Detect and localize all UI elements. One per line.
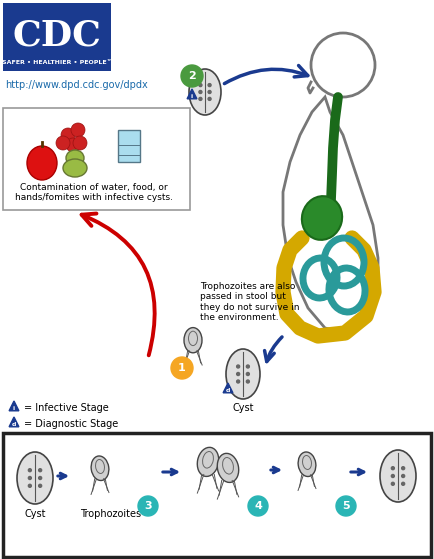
Ellipse shape: [217, 453, 238, 482]
Circle shape: [39, 476, 42, 480]
Ellipse shape: [63, 159, 87, 177]
Circle shape: [39, 484, 42, 487]
Bar: [118, 130, 140, 162]
Ellipse shape: [301, 196, 342, 240]
Ellipse shape: [197, 447, 218, 476]
Text: i: i: [13, 406, 15, 411]
Ellipse shape: [226, 349, 260, 399]
Ellipse shape: [91, 456, 108, 481]
Circle shape: [61, 128, 75, 142]
Text: i: i: [191, 94, 193, 99]
Circle shape: [247, 496, 267, 516]
Circle shape: [28, 484, 31, 487]
Circle shape: [246, 372, 249, 376]
Circle shape: [198, 84, 201, 87]
Polygon shape: [187, 89, 197, 99]
Circle shape: [207, 91, 210, 93]
Text: Cyst: Cyst: [232, 403, 253, 413]
Ellipse shape: [27, 146, 57, 180]
Ellipse shape: [17, 452, 53, 504]
Circle shape: [401, 482, 404, 485]
Circle shape: [71, 123, 85, 137]
Circle shape: [181, 65, 203, 87]
Circle shape: [246, 380, 249, 383]
Ellipse shape: [66, 150, 84, 166]
Circle shape: [401, 467, 404, 470]
Text: SAFER • HEALTHIER • PEOPLE™: SAFER • HEALTHIER • PEOPLE™: [2, 59, 112, 64]
Circle shape: [391, 467, 394, 470]
Circle shape: [391, 475, 394, 477]
FancyBboxPatch shape: [3, 3, 111, 71]
Text: 2: 2: [187, 71, 195, 81]
Polygon shape: [9, 401, 19, 411]
Ellipse shape: [188, 69, 220, 115]
Circle shape: [39, 468, 42, 472]
Text: Contamination of water, food, or
hands/fomites with infective cysts.: Contamination of water, food, or hands/f…: [15, 183, 173, 202]
Circle shape: [236, 365, 239, 368]
Circle shape: [56, 136, 70, 150]
Circle shape: [391, 482, 394, 485]
Text: http://www.dpd.cdc.gov/dpdx: http://www.dpd.cdc.gov/dpdx: [5, 80, 148, 90]
Text: Trophozoites are also
passed in stool but
they do not survive in
the environment: Trophozoites are also passed in stool bu…: [200, 282, 299, 322]
Circle shape: [73, 136, 87, 150]
Text: = Infective Stage: = Infective Stage: [24, 403, 109, 413]
Text: 5: 5: [342, 501, 349, 511]
Circle shape: [138, 496, 158, 516]
Ellipse shape: [297, 452, 315, 476]
Text: d: d: [225, 388, 230, 393]
Text: Trophozoites: Trophozoites: [80, 509, 141, 519]
Circle shape: [335, 496, 355, 516]
Circle shape: [207, 84, 210, 87]
Circle shape: [198, 97, 201, 101]
FancyBboxPatch shape: [3, 108, 190, 210]
Text: 4: 4: [253, 501, 261, 511]
Circle shape: [198, 91, 201, 93]
Circle shape: [28, 468, 31, 472]
Text: 3: 3: [144, 501, 151, 511]
Circle shape: [171, 357, 193, 379]
Text: CDC: CDC: [13, 18, 101, 52]
Circle shape: [207, 97, 210, 101]
Circle shape: [28, 476, 31, 480]
Circle shape: [236, 372, 239, 376]
Polygon shape: [223, 383, 232, 393]
Text: d: d: [12, 422, 16, 427]
FancyArrowPatch shape: [264, 337, 281, 362]
Text: Cyst: Cyst: [24, 509, 46, 519]
Text: 1: 1: [178, 363, 185, 373]
FancyBboxPatch shape: [3, 433, 430, 557]
FancyArrowPatch shape: [224, 65, 307, 84]
Polygon shape: [9, 417, 19, 427]
FancyArrowPatch shape: [82, 214, 155, 356]
Circle shape: [236, 380, 239, 383]
Ellipse shape: [184, 328, 201, 353]
Circle shape: [246, 365, 249, 368]
Circle shape: [401, 475, 404, 477]
Circle shape: [66, 138, 80, 152]
Ellipse shape: [379, 450, 415, 502]
Text: = Diagnostic Stage: = Diagnostic Stage: [24, 419, 118, 429]
